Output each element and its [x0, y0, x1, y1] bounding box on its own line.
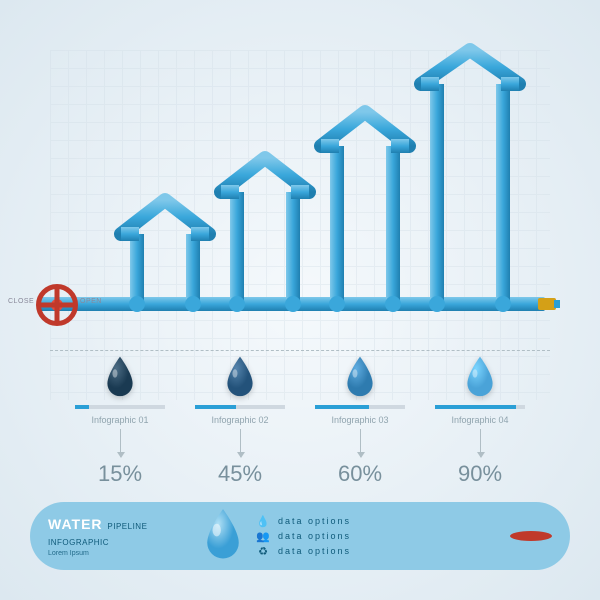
data-option: 💧 data options: [258, 515, 496, 527]
drop-item: Infographic 01 15%: [60, 355, 180, 487]
option-label: data options: [278, 516, 351, 526]
progress-track: [315, 405, 405, 409]
footer-panel: WATER PIPELINE INFOGRAPHIC Lorem Ipsum 💧…: [30, 502, 570, 570]
drop-label: Infographic 02: [185, 415, 295, 425]
progress-fill: [315, 405, 369, 409]
title-block: WATER PIPELINE INFOGRAPHIC Lorem Ipsum: [48, 516, 188, 557]
drop-item: Infographic 03 60%: [300, 355, 420, 487]
drop-label: Infographic 01: [65, 415, 175, 425]
pipe-arrow-chart: CLOSE OPEN: [40, 40, 560, 350]
progress-track: [75, 405, 165, 409]
people-icon: 👥: [258, 530, 270, 542]
option-label: data options: [278, 546, 351, 556]
baseline-dotted: [50, 350, 550, 351]
drop-percentage: 45%: [185, 461, 295, 487]
drop-item: Infographic 04 90%: [420, 355, 540, 487]
drop-item: Infographic 02 45%: [180, 355, 300, 487]
title-lorem: Lorem Ipsum: [48, 550, 188, 557]
progress-fill: [75, 405, 89, 409]
water-drop-icon: [343, 355, 377, 397]
drops-row: Infographic 01 15% Infographic 02 45% In…: [60, 355, 540, 487]
drop-label: Infographic 03: [305, 415, 415, 425]
footer-drop-icon: [202, 507, 244, 565]
data-option: 👥 data options: [258, 530, 496, 542]
separator-arrow-icon: [480, 429, 481, 457]
separator-arrow-icon: [120, 429, 121, 457]
drop-label: Infographic 04: [425, 415, 535, 425]
progress-fill: [195, 405, 236, 409]
valve-wheel-icon: [36, 284, 78, 326]
valve-close-label: CLOSE: [8, 298, 34, 305]
separator-arrow-icon: [240, 429, 241, 457]
drop-percentage: 15%: [65, 461, 175, 487]
water-drop-icon: [223, 355, 257, 397]
progress-track: [435, 405, 525, 409]
option-label: data options: [278, 531, 351, 541]
progress-track: [195, 405, 285, 409]
recycle-icon: ♻: [258, 545, 270, 557]
data-option: ♻ data options: [258, 545, 496, 557]
valve-wheel-icon: [510, 531, 552, 541]
water-drop-icon: [463, 355, 497, 397]
valve-open-label: OPEN: [80, 298, 102, 305]
footer-valve: [510, 531, 552, 541]
separator-arrow-icon: [360, 429, 361, 457]
drop-percentage: 90%: [425, 461, 535, 487]
title-water: WATER: [48, 516, 103, 532]
data-options-list: 💧 data options 👥 data options ♻ data options: [258, 515, 496, 557]
progress-fill: [435, 405, 516, 409]
title-main: WATER PIPELINE INFOGRAPHIC: [48, 516, 188, 548]
water-drop-icon: [103, 355, 137, 397]
pipe-svg: [40, 40, 560, 360]
drop-icon: 💧: [258, 515, 270, 527]
drop-percentage: 60%: [305, 461, 415, 487]
inlet-valve: CLOSE OPEN: [36, 284, 78, 326]
